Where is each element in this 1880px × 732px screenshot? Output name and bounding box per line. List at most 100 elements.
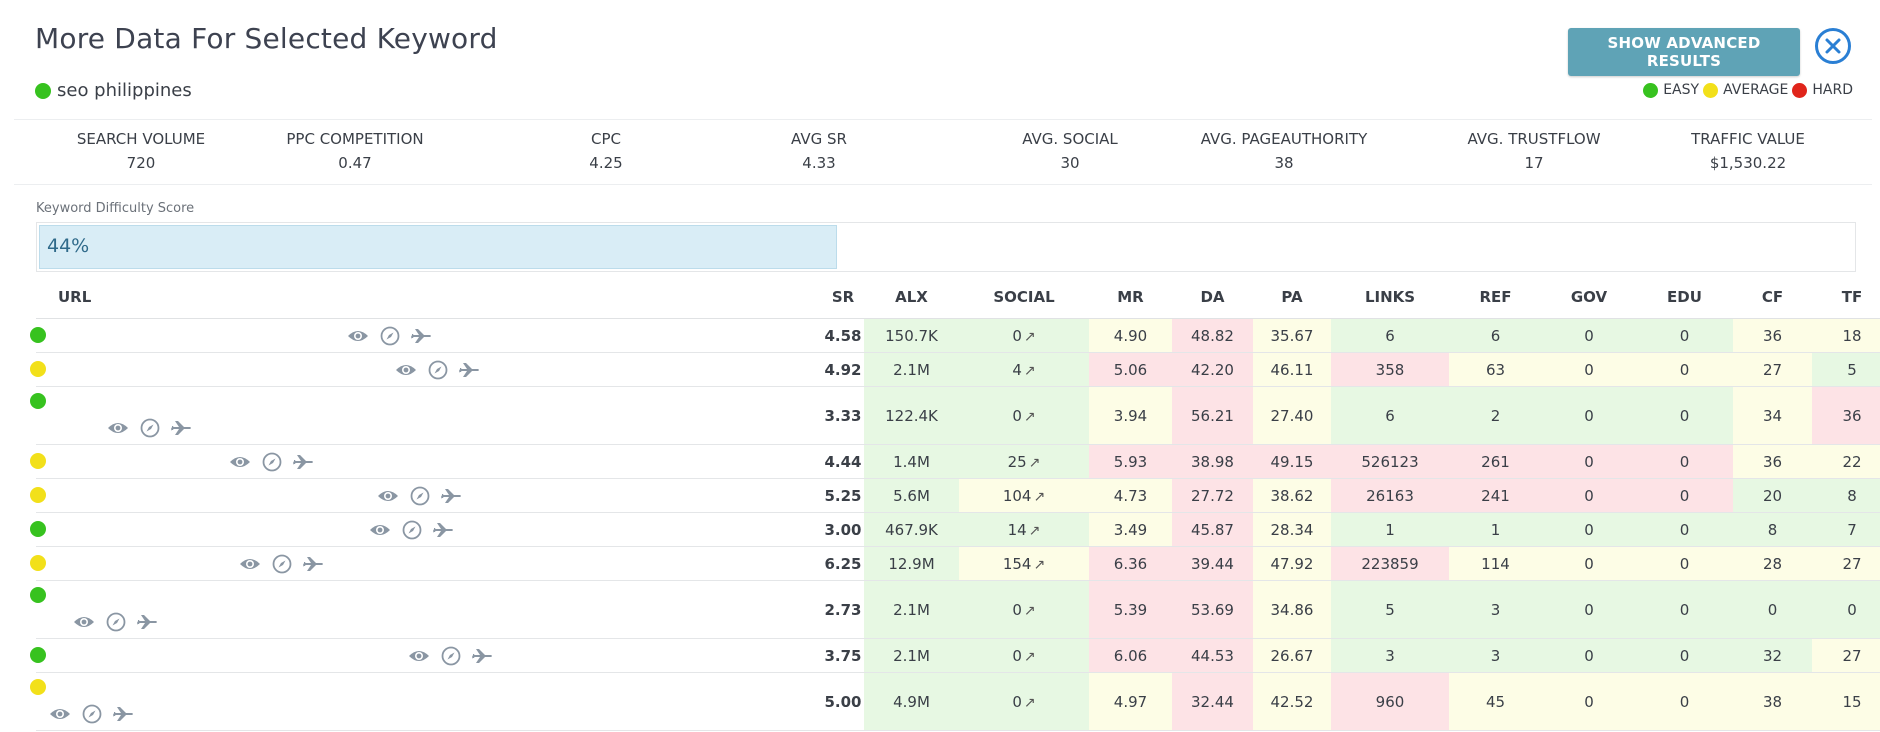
- compass-icon[interactable]: [138, 417, 162, 439]
- table-row[interactable]: 3.00 467.9K 14 ↗ 3.49 45.87 28.34 1 1 0 0 8 7: [30, 512, 1880, 547]
- table-row[interactable]: 2.73 2.1M 0 ↗ 5.39 53.69 34.86 5 3 0 0 0 0: [30, 580, 1880, 639]
- eye-icon[interactable]: [346, 325, 370, 347]
- table-row[interactable]: 3.75 2.1M 0 ↗ 6.06 44.53 26.67 3 3 0 0 32 27: [30, 638, 1880, 673]
- external-link-icon[interactable]: ↗: [1023, 602, 1036, 619]
- plane-icon[interactable]: [471, 645, 495, 667]
- url-cell[interactable]: [30, 386, 822, 445]
- table-row[interactable]: 5.25 5.6M 104 ↗ 4.73 27.72 38.62 26163 241 0 0 20 8: [30, 478, 1880, 513]
- row-actions: [368, 519, 456, 541]
- table-row[interactable]: 3.33 122.4K 0 ↗ 3.94 56.21 27.40 6 2 0 0 34 36: [30, 386, 1880, 445]
- compass-icon[interactable]: [400, 519, 424, 541]
- difficulty-dot: [30, 393, 46, 409]
- tf-cell: 18: [1812, 318, 1880, 353]
- url-cell[interactable]: [30, 478, 822, 513]
- plane-icon[interactable]: [112, 703, 136, 725]
- compass-icon[interactable]: [378, 325, 402, 347]
- plane-icon[interactable]: [432, 519, 456, 541]
- col-gov[interactable]: GOV: [1542, 276, 1636, 319]
- stat-value: 720: [126, 154, 156, 172]
- compass-icon[interactable]: [426, 359, 450, 381]
- external-link-icon[interactable]: ↗: [1033, 556, 1046, 573]
- col-edu[interactable]: EDU: [1636, 276, 1733, 319]
- external-link-icon[interactable]: ↗: [1028, 454, 1041, 471]
- gov-cell: 0: [1542, 386, 1636, 445]
- plane-icon[interactable]: [136, 611, 160, 633]
- external-link-icon[interactable]: ↗: [1023, 694, 1036, 711]
- url-cell[interactable]: [30, 546, 822, 581]
- col-url[interactable]: URL: [36, 276, 822, 319]
- external-link-icon[interactable]: ↗: [1028, 522, 1041, 539]
- external-link-icon[interactable]: ↗: [1023, 328, 1036, 345]
- col-tf[interactable]: TF: [1812, 276, 1880, 319]
- col-da[interactable]: DA: [1172, 276, 1253, 319]
- social-value: 25: [1007, 452, 1027, 471]
- url-cell[interactable]: [30, 444, 822, 479]
- pa-cell: 28.34: [1253, 512, 1331, 547]
- links-cell: 358: [1331, 352, 1449, 387]
- cf-cell: 34: [1733, 386, 1812, 445]
- eye-icon[interactable]: [394, 359, 418, 381]
- col-pa[interactable]: PA: [1253, 276, 1331, 319]
- eye-icon[interactable]: [368, 519, 392, 541]
- plane-icon[interactable]: [170, 417, 194, 439]
- eye-icon[interactable]: [48, 703, 72, 725]
- keyword-difficulty-value: 44%: [47, 235, 90, 257]
- col-mr[interactable]: MR: [1089, 276, 1172, 319]
- compass-icon[interactable]: [439, 645, 463, 667]
- eye-icon[interactable]: [238, 553, 262, 575]
- url-cell[interactable]: [30, 580, 822, 639]
- social-cell: 0 ↗: [959, 318, 1089, 353]
- da-cell: 38.98: [1172, 444, 1253, 479]
- table-row[interactable]: 4.44 1.4M 25 ↗ 5.93 38.98 49.15 526123 261 0 0 36 22: [30, 444, 1880, 479]
- external-link-icon[interactable]: ↗: [1023, 648, 1036, 665]
- col-sr[interactable]: SR: [822, 276, 864, 319]
- col-links[interactable]: LINKS: [1331, 276, 1449, 319]
- eye-icon[interactable]: [106, 417, 130, 439]
- url-cell[interactable]: [30, 672, 822, 731]
- ref-cell: 63: [1449, 352, 1542, 387]
- stat-avg-sr: AVG SR 4.33: [791, 130, 847, 172]
- url-cell[interactable]: [30, 512, 822, 547]
- eye-icon[interactable]: [228, 451, 252, 473]
- alx-cell: 2.1M: [864, 352, 959, 387]
- eye-icon[interactable]: [376, 485, 400, 507]
- eye-icon[interactable]: [407, 645, 431, 667]
- url-cell[interactable]: [30, 638, 822, 673]
- compass-icon[interactable]: [260, 451, 284, 473]
- compass-icon[interactable]: [80, 703, 104, 725]
- show-advanced-results-button[interactable]: SHOW ADVANCED RESULTS: [1568, 28, 1800, 76]
- table-row[interactable]: 4.58 150.7K 0 ↗ 4.90 48.82 35.67 6 6 0 0 36 18: [30, 318, 1880, 353]
- url-cell[interactable]: [30, 352, 822, 387]
- eye-icon[interactable]: [72, 611, 96, 633]
- ref-cell: 45: [1449, 672, 1542, 731]
- col-social[interactable]: SOCIAL: [959, 276, 1089, 319]
- compass-icon[interactable]: [408, 485, 432, 507]
- tf-cell: 5: [1812, 352, 1880, 387]
- cf-cell: 38: [1733, 672, 1812, 731]
- edu-cell: 0: [1636, 318, 1733, 353]
- external-link-icon[interactable]: ↗: [1033, 488, 1046, 505]
- plane-icon[interactable]: [440, 485, 464, 507]
- tf-cell: 0: [1812, 580, 1880, 639]
- url-cell[interactable]: [30, 318, 822, 353]
- alx-cell: 2.1M: [864, 580, 959, 639]
- social-cell: 0 ↗: [959, 386, 1089, 445]
- table-row[interactable]: 6.25 12.9M 154 ↗ 6.36 39.44 47.92 223859 114 0 0 28…: [30, 546, 1880, 581]
- plane-icon[interactable]: [292, 451, 316, 473]
- col-ref[interactable]: REF: [1449, 276, 1542, 319]
- stat-cpc: CPC 4.25: [589, 130, 622, 172]
- col-cf[interactable]: CF: [1733, 276, 1812, 319]
- table-row[interactable]: 4.92 2.1M 4 ↗ 5.06 42.20 46.11 358 63 0 0 27 5: [30, 352, 1880, 387]
- plane-icon[interactable]: [410, 325, 434, 347]
- external-link-icon[interactable]: ↗: [1023, 362, 1036, 379]
- close-icon[interactable]: [1815, 28, 1851, 64]
- alx-cell: 150.7K: [864, 318, 959, 353]
- table-row[interactable]: 5.00 4.9M 0 ↗ 4.97 32.44 42.52 960 45 0 0 38 15: [30, 672, 1880, 731]
- difficulty-legend: EASY AVERAGE HARD: [1643, 82, 1853, 98]
- plane-icon[interactable]: [302, 553, 326, 575]
- col-alx[interactable]: ALX: [864, 276, 959, 319]
- compass-icon[interactable]: [104, 611, 128, 633]
- external-link-icon[interactable]: ↗: [1023, 408, 1036, 425]
- compass-icon[interactable]: [270, 553, 294, 575]
- plane-icon[interactable]: [458, 359, 482, 381]
